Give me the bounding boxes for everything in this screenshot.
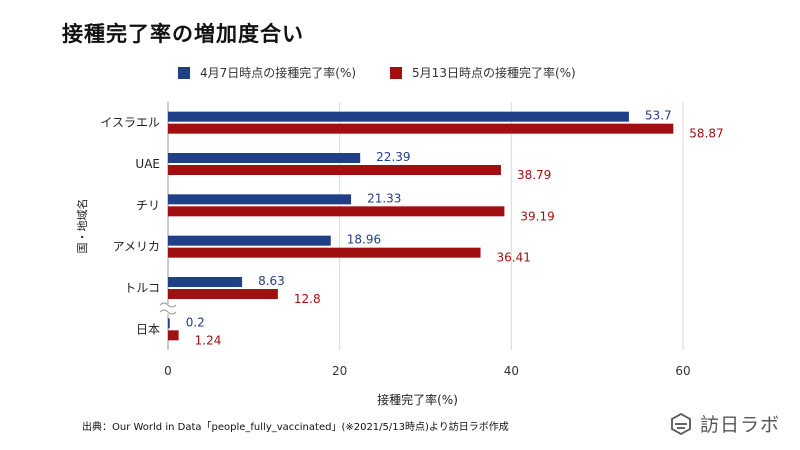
legend-label-series1: 4月7日時点の接種完了率(%) xyxy=(200,66,357,80)
legend-swatch-series2 xyxy=(390,66,403,79)
bar-series2 xyxy=(168,289,278,299)
bar-series1 xyxy=(168,194,352,205)
bar-chart: 0 20 40 60 イスラエル 53.7 58.87 UAE 22.39 38.79 チリ 21.3… xyxy=(75,102,724,407)
data-label-series2: 58.87 xyxy=(689,127,723,141)
x-tick-label: 60 xyxy=(675,364,690,378)
data-label-series1: 21.33 xyxy=(367,191,401,205)
x-tick-label: 40 xyxy=(504,364,519,378)
legend-item-series1: 4月7日時点の接種完了率(%) xyxy=(178,64,356,81)
legend-swatch-series1 xyxy=(178,66,190,79)
legend-item-series2: 5月13日時点の接種完了率(%) xyxy=(390,64,576,81)
y-category-label: チリ xyxy=(136,198,160,212)
legend-label-series2: 5月13日時点の接種完了率(%) xyxy=(412,66,576,80)
bar-series2 xyxy=(168,330,179,341)
data-label-series1: 18.96 xyxy=(347,233,381,247)
y-category-label: イスラエル xyxy=(100,116,160,130)
data-label-series2: 39.19 xyxy=(520,209,554,223)
data-label-series2: 12.8 xyxy=(294,292,321,306)
x-axis-label: 接種完了率(%) xyxy=(377,392,458,407)
bar-series1 xyxy=(168,318,170,329)
bar-series1 xyxy=(168,153,361,163)
bar-series1 xyxy=(168,111,629,122)
bar-series2 xyxy=(168,123,674,134)
data-label-series2: 1.24 xyxy=(195,333,222,347)
data-label-series1: 53.7 xyxy=(645,109,672,123)
logo-text: 訪日ラボ xyxy=(700,414,781,436)
legend: 4月7日時点の接種完了率(%) 5月13日時点の接種完了率(%) xyxy=(178,64,610,81)
x-tick-label: 0 xyxy=(164,364,172,378)
axis-break-mark xyxy=(159,302,177,308)
bar-series1 xyxy=(168,277,243,287)
bar-series2 xyxy=(168,247,481,258)
source-note: 出典：Our World in Data「people_fully_vaccin… xyxy=(82,422,509,433)
data-label-series2: 36.41 xyxy=(497,251,531,265)
y-axis-label: 国・地域名 xyxy=(75,199,89,254)
data-label-series1: 0.2 xyxy=(186,315,205,329)
logo-mark-icon xyxy=(671,412,691,435)
chart-title: 接種完了率の増加度合い xyxy=(62,22,304,46)
data-label-series1: 22.39 xyxy=(376,150,410,164)
bar-series2 xyxy=(168,206,505,217)
y-category-label: 日本 xyxy=(136,322,160,336)
x-tick-label: 20 xyxy=(332,364,347,378)
bar-series2 xyxy=(168,165,501,175)
y-category-label: トルコ xyxy=(124,281,160,295)
y-category-label: UAE xyxy=(135,157,160,171)
axis-break-mark xyxy=(159,309,177,315)
y-category-label: アメリカ xyxy=(113,240,160,254)
bar-series1 xyxy=(168,235,331,246)
brand-logo: 訪日ラボ xyxy=(670,410,780,437)
data-label-series2: 38.79 xyxy=(517,168,551,182)
data-label-series1: 8.63 xyxy=(258,274,285,288)
